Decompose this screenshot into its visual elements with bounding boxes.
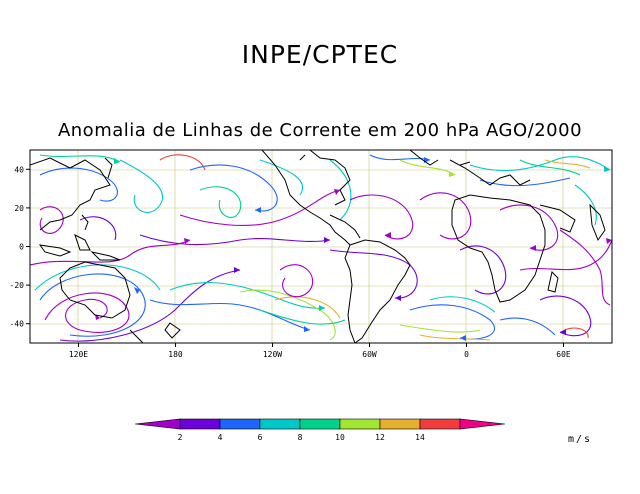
lon-tick-label: 180 <box>168 350 183 359</box>
organization-title: INPE/CPTEC <box>241 40 399 69</box>
colorbar-label: 8 <box>298 433 303 442</box>
lat-tick-label: 20 <box>14 204 24 213</box>
lon-tick-label: 60W <box>362 350 377 359</box>
streamlines <box>30 154 612 342</box>
colorbar-segment <box>299 418 341 430</box>
lat-tick-label: -20 <box>10 281 25 290</box>
lon-tick-label: 120E <box>69 350 88 359</box>
lat-tick-label: -40 <box>10 320 25 329</box>
lat-tick-label: 0 <box>19 243 24 252</box>
colorbar-segment <box>339 418 381 430</box>
lat-tick-label: 40 <box>14 165 24 174</box>
lon-tick-label: 0 <box>464 350 469 359</box>
colorbar-segment <box>134 418 181 430</box>
colorbar-label: 10 <box>335 433 345 442</box>
colorbar-units: m/s <box>568 434 593 445</box>
colorbar-label: 6 <box>258 433 263 442</box>
lon-tick-label: 60E <box>556 350 571 359</box>
longitude-axis: 120E 180 120W 60W 0 60E <box>69 343 571 359</box>
colorbar-segment <box>459 418 506 430</box>
colorbar-segment <box>219 418 261 430</box>
colorbar-label: 2 <box>178 433 183 442</box>
colorbar-label: 4 <box>218 433 223 442</box>
colorbar-label: 12 <box>375 433 385 442</box>
colorbar-segment <box>179 418 221 430</box>
colorbar-segment <box>419 418 461 430</box>
colorbar-segment <box>259 418 301 430</box>
coastlines <box>30 150 606 343</box>
colorbar-segment <box>379 418 421 430</box>
lon-tick-label: 120W <box>263 350 282 359</box>
latitude-axis: 40 20 0 -20 -40 <box>10 165 30 329</box>
colorbar-label: 14 <box>415 433 425 442</box>
map-title: Anomalia de Linhas de Corrente em 200 hP… <box>57 120 583 141</box>
